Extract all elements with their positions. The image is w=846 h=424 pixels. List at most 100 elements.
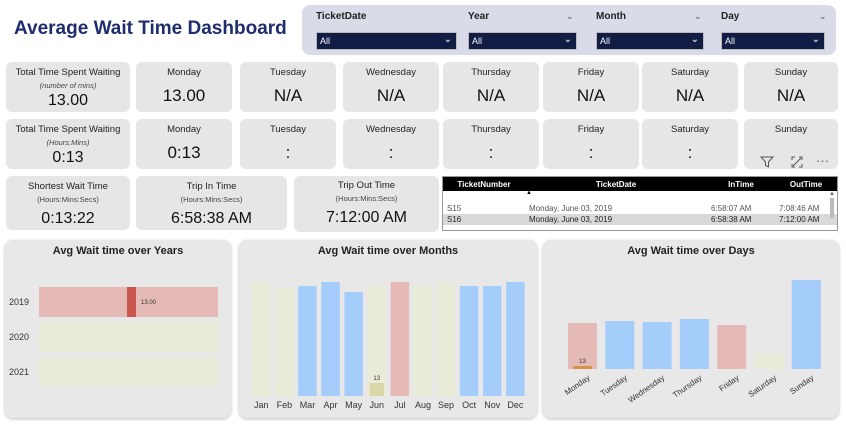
card-title: Sunday <box>774 67 808 78</box>
total-wait-hours-card: Total Time Spent Waiting (Hours:Mins) 0:… <box>6 119 130 169</box>
table-spacer-row <box>443 191 837 203</box>
column-header[interactable]: TicketDate <box>525 177 707 191</box>
category-band <box>459 286 479 396</box>
scrollbar-thumb[interactable] <box>830 198 834 218</box>
card-value: 13.00 <box>162 86 206 105</box>
card-value: : <box>687 143 693 162</box>
category-band <box>506 282 525 396</box>
column-header[interactable]: OutTime <box>775 177 837 191</box>
card-title: Monday <box>167 67 201 78</box>
ticketdate-select[interactable]: All ⌄ <box>316 32 457 50</box>
tick-label: Apr <box>324 400 338 410</box>
category-band <box>679 319 709 369</box>
focus-mode-icon[interactable] <box>790 155 804 172</box>
card-title: Monday <box>167 124 201 135</box>
column-header[interactable]: InTime <box>707 177 775 191</box>
category-band <box>39 357 218 387</box>
tick-label: 2020 <box>9 332 29 342</box>
card-value: : <box>285 143 291 162</box>
category-band <box>390 282 410 396</box>
data-label: 13 <box>373 376 380 382</box>
sort-ascending-icon[interactable]: ▲ <box>526 190 532 196</box>
table-scrollbar[interactable]: ▲ <box>828 191 836 230</box>
filter-label: Day <box>721 11 740 22</box>
category-band <box>568 323 597 369</box>
card-title: Saturday <box>670 67 710 78</box>
table-cell: S16 <box>447 215 462 224</box>
data-label: 13 <box>579 359 586 365</box>
card-value: : <box>588 143 594 162</box>
tick-label: Tuesday <box>599 373 629 398</box>
card-value: 13.00 <box>47 92 89 109</box>
card-title: Thursday <box>471 124 511 135</box>
year-select[interactable]: All ⌄ <box>468 32 577 50</box>
table-cell: 7:08:46 AM <box>779 204 820 213</box>
filter-label: Month <box>596 11 626 22</box>
years-chart-panel: Avg Wait time over Years 2019 13.00 2020 20… <box>5 240 231 418</box>
chart-title: Avg Wait time over Months <box>317 245 459 257</box>
sunday-hours-card: Sunday <box>744 119 838 169</box>
category-band <box>252 282 271 396</box>
category-band <box>483 286 502 396</box>
select-value: All <box>725 36 736 46</box>
card-value: : <box>388 143 394 162</box>
card-value: N/A <box>776 86 806 105</box>
tick-label: Saturday <box>747 373 778 399</box>
filter-icon[interactable] <box>759 155 775 172</box>
card-title: Thursday <box>471 67 511 78</box>
tick-label: Feb <box>277 400 293 410</box>
table-row-selected[interactable]: S16 Monday, June 03, 2019 6:58:38 AM 7:1… <box>443 214 837 225</box>
day-select[interactable]: All ⌄ <box>721 32 825 50</box>
card-title: Tuesday <box>269 67 307 78</box>
filter-label: Year <box>468 11 490 22</box>
chart-title: Avg Wait time over Years <box>52 245 184 257</box>
table-cell: 6:58:38 AM <box>711 215 752 224</box>
card-value: N/A <box>376 86 406 105</box>
card-title: Saturday <box>670 124 710 135</box>
tick-label: Jan <box>254 400 269 410</box>
bar <box>369 383 384 396</box>
saturday-hours-card: Saturday : <box>642 119 738 169</box>
trip-in-card: Trip In Time (Hours:Mins:Secs) 6:58:38 A… <box>136 176 287 230</box>
data-label: 13.00 <box>141 300 157 306</box>
chevron-down-icon[interactable]: ⌄ <box>566 11 574 21</box>
card-title: Wednesday <box>366 124 416 135</box>
scroll-up-icon[interactable]: ▲ <box>829 191 835 197</box>
category-band <box>413 286 433 396</box>
card-title: Trip In Time <box>186 181 237 192</box>
thursday-hours-card: Thursday : <box>443 119 539 169</box>
tuesday-hours-card: Tuesday : <box>240 119 336 169</box>
chevron-down-icon[interactable]: ⌄ <box>694 11 702 21</box>
category-band <box>39 322 218 352</box>
tick-label: Jul <box>394 400 406 410</box>
ticket-table-grid: TicketNumber TicketDate InTime OutTime S… <box>443 177 837 225</box>
category-band <box>642 322 672 369</box>
friday-mins-card: Friday N/A <box>543 62 639 112</box>
card-title: Friday <box>577 67 605 78</box>
more-options-icon[interactable]: ··· <box>816 153 829 168</box>
select-value: All <box>472 36 483 46</box>
card-value: N/A <box>476 86 506 105</box>
tick-label: Aug <box>415 400 431 410</box>
chevron-down-icon: ⌄ <box>690 34 699 45</box>
month-select[interactable]: All ⌄ <box>596 32 704 50</box>
chevron-down-icon[interactable]: ⌄ <box>819 11 827 21</box>
table-header-row: TicketNumber TicketDate InTime OutTime <box>443 177 837 191</box>
chevron-down-icon: ⌄ <box>443 34 452 45</box>
card-subtitle: (Hours:Mins) <box>46 138 90 147</box>
category-band <box>754 353 784 369</box>
monday-hours-card: Monday 0:13 <box>136 119 232 169</box>
table-row[interactable]: S15 Monday, June 03, 2019 6:58:07 AM 7:0… <box>443 203 837 214</box>
filter-ticketdate: TicketDate All ⌄ <box>316 11 457 50</box>
card-title: Wednesday <box>366 67 416 78</box>
column-header[interactable]: TicketNumber <box>443 177 525 191</box>
shortest-wait-card: Shortest Wait Time (Hours:Mins:Secs) 0:1… <box>6 176 130 230</box>
card-title: Sunday <box>774 124 808 135</box>
tick-label: Oct <box>462 400 477 410</box>
chevron-down-icon: ⌄ <box>811 34 820 45</box>
wednesday-mins-card: Wednesday N/A <box>343 62 439 112</box>
bar <box>127 287 136 317</box>
filter-bar: TicketDate All ⌄ Year ⌄ All ⌄ Month ⌄ All ⌄… <box>302 5 836 55</box>
page-title: Average Wait Time Dashboard <box>14 18 287 39</box>
category-band <box>298 286 317 396</box>
